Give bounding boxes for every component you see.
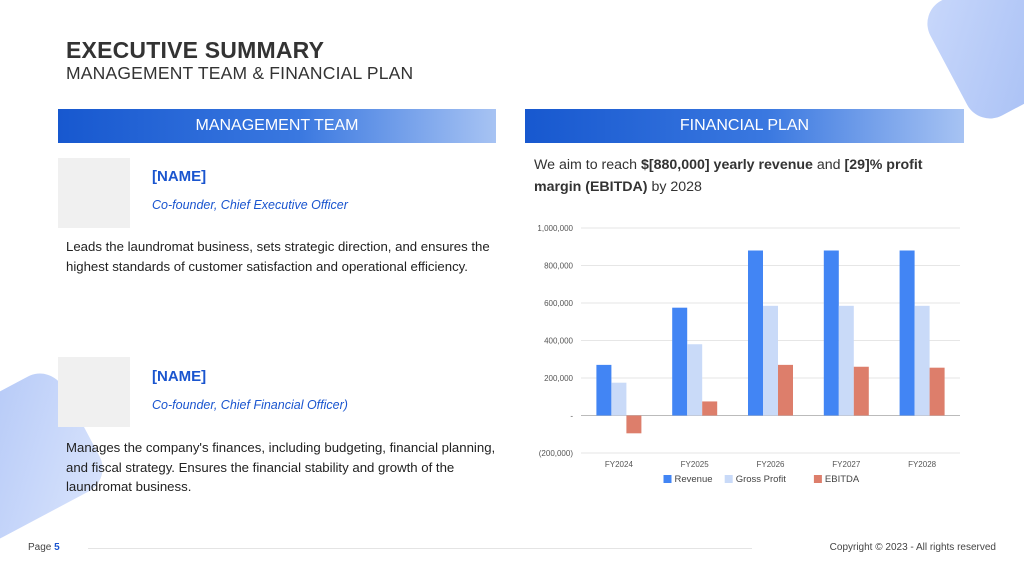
legend-label: Revenue bbox=[675, 474, 713, 485]
person-photo-placeholder bbox=[58, 357, 130, 427]
x-tick-label: FY2027 bbox=[832, 460, 861, 469]
bar-ebitda bbox=[626, 415, 642, 434]
page-label: Page bbox=[28, 542, 52, 553]
y-tick-label: 200,000 bbox=[544, 374, 573, 383]
financial-plan-heading: FINANCIAL PLAN bbox=[679, 117, 810, 134]
copyright-text: Copyright © 2023 - All rights reserved bbox=[829, 542, 996, 553]
person-description: Leads the laundromat business, sets stra… bbox=[66, 239, 490, 274]
financial-plan-header: FINANCIAL PLAN bbox=[525, 109, 964, 143]
financial-bar-chart: 1,000,000 800,000 600,000 400,000 200,000 - (2… bbox=[537, 224, 960, 485]
bar-revenue bbox=[672, 307, 688, 416]
legend-swatch bbox=[663, 475, 672, 483]
bar-revenue bbox=[823, 250, 839, 416]
bar-ebitda bbox=[853, 366, 869, 416]
management-team-header: MANAGEMENT TEAM bbox=[58, 109, 496, 143]
person-role: Co-founder, Chief Executive Officer bbox=[152, 198, 348, 212]
legend-label: Gross Profit bbox=[736, 474, 787, 485]
bar-gross-profit bbox=[763, 305, 778, 416]
person-role: Co-founder, Chief Financial Officer) bbox=[152, 398, 348, 412]
footer-divider bbox=[88, 548, 752, 549]
bar-ebitda bbox=[778, 364, 793, 416]
x-tick-label: FY2028 bbox=[908, 460, 937, 469]
page-subtitle: MANAGEMENT TEAM & FINANCIAL PLAN bbox=[66, 63, 414, 83]
x-tick-label: FY2024 bbox=[605, 460, 634, 469]
bar-gross-profit bbox=[611, 382, 627, 416]
y-tick-label: 400,000 bbox=[544, 337, 573, 346]
person-name: [NAME] bbox=[152, 168, 207, 185]
bar-revenue bbox=[899, 250, 915, 416]
legend-swatch bbox=[724, 475, 733, 483]
person-photo-placeholder bbox=[58, 158, 130, 228]
legend-swatch bbox=[813, 475, 822, 483]
bar-ebitda bbox=[929, 367, 945, 416]
y-tick-label: 800,000 bbox=[544, 262, 573, 271]
person-name: [NAME] bbox=[152, 368, 207, 385]
bar-revenue bbox=[596, 364, 612, 416]
x-tick-label: FY2026 bbox=[756, 460, 785, 469]
bar-gross-profit bbox=[687, 344, 703, 416]
bar-revenue bbox=[748, 250, 763, 416]
management-team-heading: MANAGEMENT TEAM bbox=[195, 117, 359, 134]
y-tick-label: 1,000,000 bbox=[537, 224, 573, 233]
y-tick-label: (200,000) bbox=[539, 449, 574, 458]
page-indicator: Page 5 bbox=[28, 542, 60, 553]
bar-gross-profit bbox=[838, 305, 854, 416]
page-number: 5 bbox=[54, 542, 60, 553]
financial-goal-text: We aim to reach $[880,000] yearly revenu… bbox=[534, 157, 923, 195]
x-tick-label: FY2025 bbox=[681, 460, 710, 469]
page-title: EXECUTIVE SUMMARY bbox=[66, 37, 325, 63]
legend-label: EBITDA bbox=[825, 474, 860, 485]
y-tick-label: 600,000 bbox=[544, 299, 573, 308]
y-tick-label: - bbox=[570, 412, 573, 421]
person-description: Manages the company's finances, includin… bbox=[66, 440, 496, 494]
bar-ebitda bbox=[702, 401, 718, 416]
bar-gross-profit bbox=[914, 305, 930, 416]
